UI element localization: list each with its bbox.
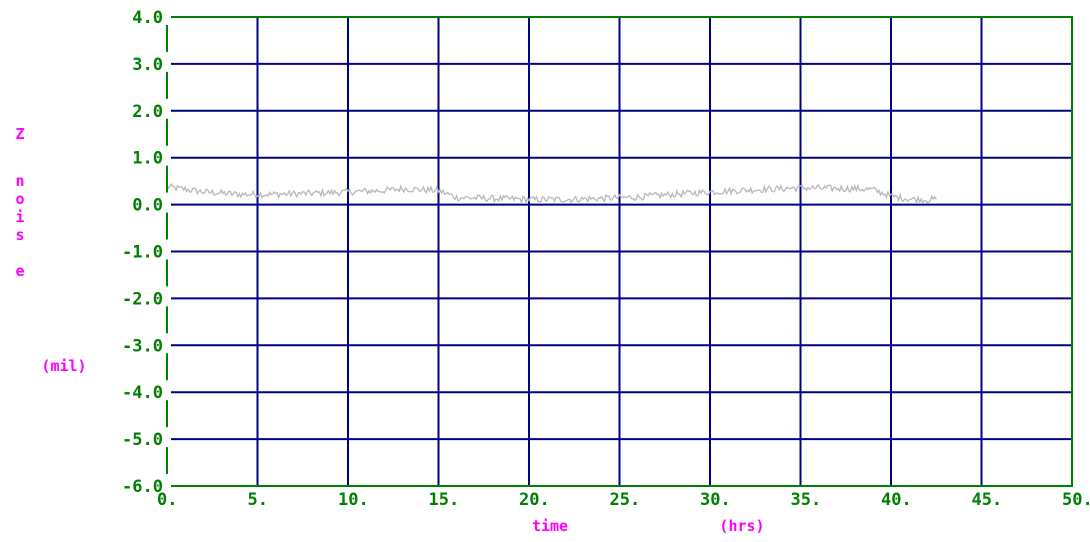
- x-tick-label: 15.: [429, 490, 460, 510]
- y-tick-label-backing: [163, 333, 171, 354]
- y-tick-label: -3.0: [122, 336, 163, 356]
- y-axis-label-letter: Z: [15, 125, 24, 143]
- y-tick-label-backing: [163, 474, 171, 494]
- y-tick-label-backing: [163, 286, 171, 307]
- x-tick-label: 40.: [881, 490, 912, 510]
- series-line: [166, 183, 937, 205]
- y-axis-label-letter: e: [15, 262, 24, 280]
- x-tick-label: 0.: [157, 490, 177, 510]
- x-axis-label: time: [532, 517, 568, 535]
- x-tick-label: 20.: [519, 490, 550, 510]
- y-axis-label: Z n o i s e: [15, 125, 24, 280]
- y-axis-unit: (mil): [41, 357, 86, 375]
- y-tick-label-backing: [163, 145, 171, 166]
- y-tick-label: -6.0: [122, 477, 163, 497]
- y-tick-label: -5.0: [122, 430, 163, 450]
- y-tick-label-backing: [163, 239, 171, 260]
- y-tick-label: 4.0: [132, 8, 163, 28]
- series-layer: [166, 183, 937, 205]
- y-axis-label-letter: s: [15, 226, 24, 244]
- x-tick-label: 35.: [791, 490, 822, 510]
- y-tick-label-backing: [163, 427, 171, 448]
- y-axis-label-letter: n: [15, 172, 24, 190]
- y-tick-label-backing: [163, 192, 171, 213]
- y-tick-label: -2.0: [122, 289, 163, 309]
- x-tick-label: 25.: [610, 490, 641, 510]
- x-axis-unit: (hrs): [719, 517, 764, 535]
- y-tick-label-backing: [163, 380, 171, 401]
- y-tick-label-backing: [163, 98, 171, 119]
- x-tick-labels: 0. 5. 10. 15. 20. 25. 30. 35. 40. 45. 50.: [157, 490, 1090, 510]
- y-tick-label: 1.0: [132, 149, 163, 169]
- y-tick-label: 3.0: [132, 55, 163, 75]
- y-tick-label-backing: [163, 51, 171, 72]
- grid-lines: [167, 17, 1072, 486]
- y-axis-label-letter: o: [15, 190, 24, 208]
- y-tick-labels: 4.0 3.0 2.0 1.0 0.0 -1.0 -2.0 -3.0 -4.0 -5.0 -6.0: [122, 5, 171, 497]
- y-tick-label-backing: [163, 5, 171, 25]
- x-tick-label: 50.: [1062, 490, 1090, 510]
- x-tick-label: 10.: [338, 490, 369, 510]
- y-tick-label: -1.0: [122, 243, 163, 263]
- y-tick-label: 0.0: [132, 196, 163, 216]
- y-axis-label-letter: i: [15, 208, 24, 226]
- y-tick-label: 2.0: [132, 102, 163, 122]
- x-tick-label: 30.: [700, 490, 731, 510]
- x-tick-label: 5.: [248, 490, 268, 510]
- x-tick-label: 45.: [972, 490, 1003, 510]
- y-tick-label: -4.0: [122, 383, 163, 403]
